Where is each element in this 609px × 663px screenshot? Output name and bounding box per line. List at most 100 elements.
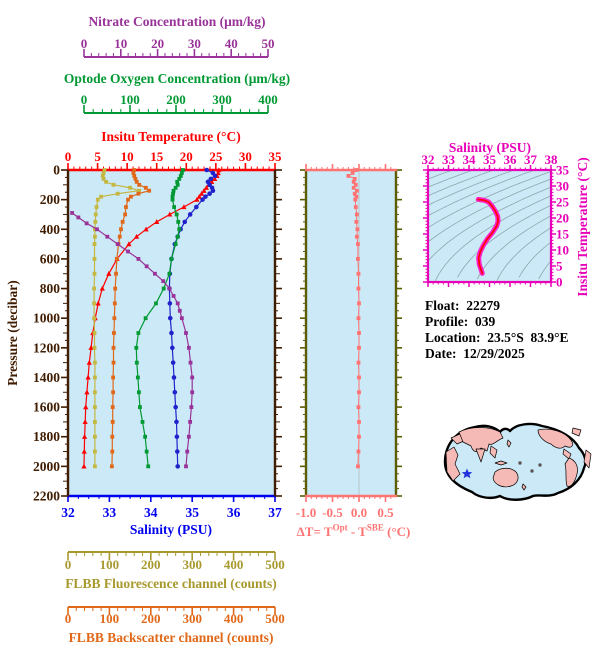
delta-t-series bbox=[346, 168, 361, 469]
plot-backgrounds bbox=[68, 170, 551, 496]
svg-text:36: 36 bbox=[227, 505, 241, 520]
svg-text:2000: 2000 bbox=[33, 459, 60, 474]
svg-text:200: 200 bbox=[141, 611, 161, 626]
svg-text:10: 10 bbox=[556, 243, 569, 258]
svg-text:100: 100 bbox=[100, 557, 120, 572]
profile-plot-frame: 0 5 10 15 20 25 30 35 32 33 34 35 36 37 0 200 400 600 800 1… bbox=[33, 149, 282, 520]
svg-text:200: 200 bbox=[40, 192, 61, 207]
ts-salinity-title: Salinity (PSU) bbox=[448, 140, 532, 155]
profile-series bbox=[109, 168, 152, 469]
svg-text:1000: 1000 bbox=[33, 311, 60, 326]
svg-text:200: 200 bbox=[166, 92, 186, 107]
world-map-group bbox=[443, 422, 592, 501]
svg-text:1600: 1600 bbox=[33, 400, 60, 415]
svg-text:37: 37 bbox=[268, 505, 282, 520]
island-dot-1 bbox=[518, 461, 522, 465]
svg-text:33: 33 bbox=[442, 152, 456, 167]
svg-text:300: 300 bbox=[212, 92, 232, 107]
backscatter-axis-title: FLBB Backscatter channel (counts) bbox=[68, 630, 274, 645]
svg-text:400: 400 bbox=[224, 557, 244, 572]
svg-text:40: 40 bbox=[225, 36, 238, 51]
location-text: Location: 23.5°S 83.9°E bbox=[425, 330, 569, 345]
land-africa-east bbox=[583, 449, 592, 469]
svg-text:30: 30 bbox=[556, 179, 569, 194]
svg-text:100: 100 bbox=[100, 611, 120, 626]
float-id-text: Float: 22279 bbox=[425, 298, 500, 313]
svg-text:400: 400 bbox=[258, 92, 278, 107]
profile-text: Profile: 039 bbox=[425, 314, 496, 329]
land-north-america bbox=[537, 428, 573, 449]
float-location-star bbox=[461, 468, 473, 479]
svg-text:1200: 1200 bbox=[33, 340, 60, 355]
scale-bar: 0 100 200 300 400 500 bbox=[65, 606, 285, 626]
svg-text:400: 400 bbox=[40, 222, 61, 237]
land-greenland bbox=[571, 427, 582, 437]
svg-text:30: 30 bbox=[188, 36, 201, 51]
svg-text:1400: 1400 bbox=[33, 370, 60, 385]
delta-t-axis-title: ΔT= TOpt - TSBE (°C) bbox=[296, 522, 411, 539]
land-se-asia bbox=[489, 445, 498, 459]
svg-text:20: 20 bbox=[180, 149, 193, 164]
svg-text:34: 34 bbox=[463, 152, 477, 167]
land-south-america bbox=[564, 457, 578, 487]
land-new-zealand bbox=[521, 483, 527, 491]
svg-text:-0.5: -0.5 bbox=[322, 505, 343, 520]
svg-text:300: 300 bbox=[182, 557, 202, 572]
svg-text:32: 32 bbox=[422, 152, 435, 167]
svg-text:0: 0 bbox=[556, 275, 563, 290]
land-asia bbox=[458, 427, 504, 452]
svg-text:0: 0 bbox=[81, 36, 88, 51]
svg-text:500: 500 bbox=[265, 611, 285, 626]
svg-text:5: 5 bbox=[94, 149, 101, 164]
profile-series bbox=[134, 168, 185, 469]
svg-text:0: 0 bbox=[65, 149, 72, 164]
island-dot-3 bbox=[538, 463, 542, 467]
svg-text:0: 0 bbox=[81, 92, 88, 107]
svg-text:35: 35 bbox=[556, 163, 570, 178]
svg-text:20: 20 bbox=[556, 211, 569, 226]
island-dot-2 bbox=[530, 469, 534, 473]
svg-text:0: 0 bbox=[65, 611, 72, 626]
land-india bbox=[475, 448, 486, 463]
svg-text:2200: 2200 bbox=[33, 489, 60, 504]
svg-text:0.5: 0.5 bbox=[377, 505, 394, 520]
svg-text:800: 800 bbox=[40, 281, 61, 296]
scale-bar: 0 100 200 300 400 500 bbox=[65, 551, 285, 572]
svg-text:200: 200 bbox=[141, 557, 161, 572]
svg-text:37: 37 bbox=[524, 152, 538, 167]
svg-text:32: 32 bbox=[61, 505, 75, 520]
fluorescence-axis-title: FLBB Fluorescence channel (counts) bbox=[65, 576, 277, 591]
land-japan bbox=[506, 439, 512, 448]
ts-curve bbox=[475, 196, 501, 276]
svg-text:25: 25 bbox=[556, 195, 570, 210]
svg-text:25: 25 bbox=[209, 149, 223, 164]
scale-bar: 0 100 200 300 400 bbox=[81, 92, 278, 114]
svg-text:500: 500 bbox=[265, 557, 285, 572]
svg-text:5: 5 bbox=[556, 259, 563, 274]
svg-text:35: 35 bbox=[483, 152, 497, 167]
svg-text:35: 35 bbox=[185, 505, 199, 520]
svg-text:0.0: 0.0 bbox=[351, 505, 367, 520]
profile-series bbox=[70, 211, 195, 469]
svg-text:35: 35 bbox=[269, 149, 283, 164]
svg-text:20: 20 bbox=[151, 36, 164, 51]
svg-text:400: 400 bbox=[224, 611, 244, 626]
land-indonesia bbox=[494, 460, 508, 466]
land-africa bbox=[445, 446, 461, 482]
svg-text:-1.0: -1.0 bbox=[296, 505, 317, 520]
svg-text:50: 50 bbox=[262, 36, 275, 51]
svg-text:0: 0 bbox=[53, 163, 60, 178]
svg-text:34: 34 bbox=[144, 505, 158, 520]
svg-text:36: 36 bbox=[504, 152, 518, 167]
svg-text:100: 100 bbox=[120, 92, 140, 107]
scale-bar: 0 10 20 30 40 50 bbox=[81, 36, 275, 58]
profile-series bbox=[92, 168, 142, 469]
svg-text:10: 10 bbox=[121, 149, 134, 164]
svg-text:33: 33 bbox=[103, 505, 117, 520]
svg-text:10: 10 bbox=[114, 36, 127, 51]
date-text: Date: 12/29/2025 bbox=[425, 346, 525, 361]
